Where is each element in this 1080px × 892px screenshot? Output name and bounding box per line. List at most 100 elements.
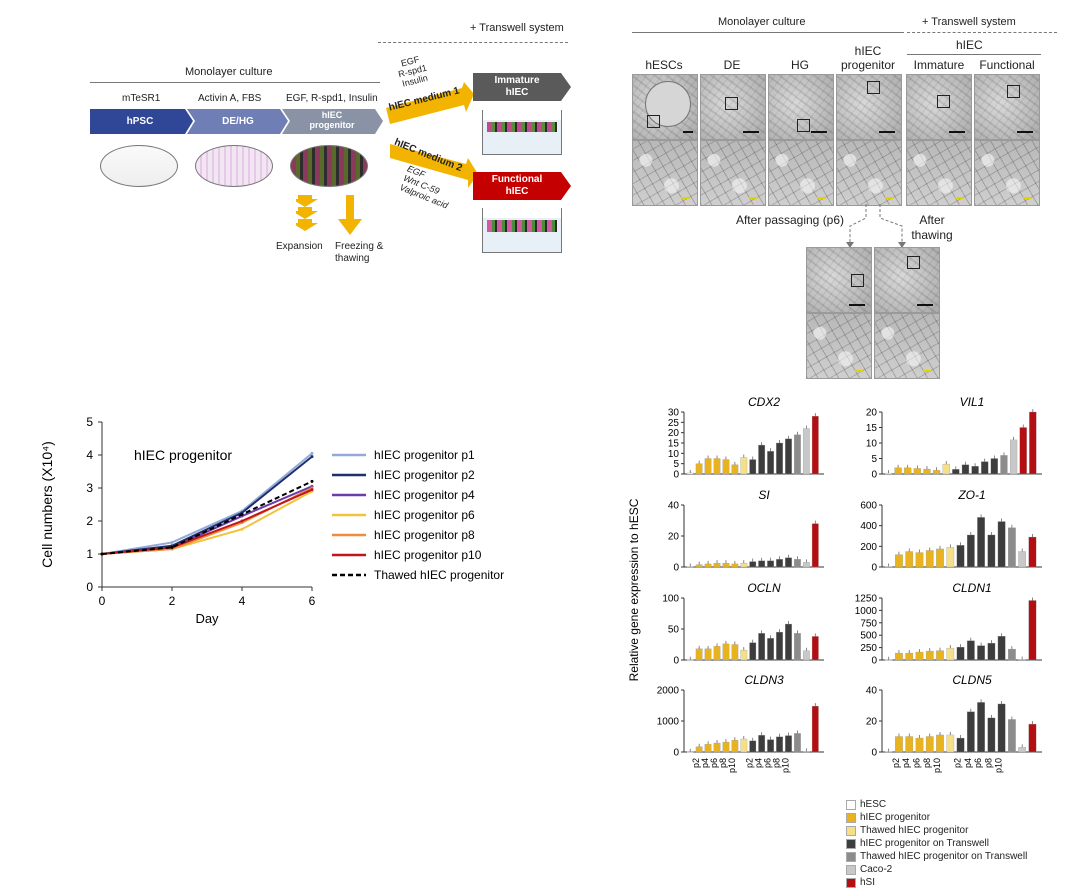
gene-title: CLDN1 [952, 581, 991, 595]
functional-label: Functional hIEC [491, 174, 543, 197]
scale-bar [917, 304, 933, 306]
gene-title: SI [758, 488, 770, 502]
legend-item: hIEC progenitor [846, 811, 1078, 824]
immature-chevron [473, 73, 571, 101]
micrograph-de [700, 74, 766, 140]
expression-bar [794, 733, 801, 753]
expression-bar [966, 711, 975, 753]
legend-item: hIEC progenitor on Transwell [846, 837, 1078, 850]
bar-y-tick-label: 0 [673, 470, 679, 481]
expression-bar [987, 642, 996, 661]
bar-y-tick-label: 40 [668, 501, 680, 512]
expression-bar [977, 645, 985, 661]
expression-bar [767, 451, 774, 475]
legend-label: hIEC progenitor p4 [374, 488, 475, 502]
bar-x-tick-label: p4 [901, 758, 911, 768]
expression-bar [895, 736, 903, 753]
expression-bar [997, 521, 1006, 568]
expression-bar [749, 642, 757, 661]
bar-x-tick-label: p4 [700, 758, 710, 768]
legend-label: hIEC progenitor p6 [374, 508, 475, 522]
expansion-arrows [296, 195, 362, 235]
scale-bar [879, 131, 895, 133]
expression-bar [776, 559, 783, 568]
expression-bar [686, 751, 694, 753]
legend-label: hIEC progenitor p10 [374, 548, 482, 562]
legend-text: hESC [860, 799, 887, 810]
expression-bar [956, 646, 965, 661]
expression-bar [802, 650, 810, 661]
zoom-after-thawing [874, 313, 940, 379]
scale-bar [855, 370, 863, 372]
expression-bar [758, 633, 766, 661]
legend-text: hIEC progenitor on Transwell [860, 838, 989, 849]
expression-bar [713, 742, 721, 753]
bar-x-tick-label: p6 [709, 758, 719, 768]
expression-bar [925, 736, 934, 753]
x-tick-label: 6 [309, 594, 316, 608]
bar-y-tick-label: 400 [860, 521, 877, 532]
bar-x-tick-label: p6 [911, 758, 921, 768]
expression-bar [884, 472, 893, 475]
transwell-label: + Transwell system [470, 22, 564, 34]
expression-bar [925, 550, 934, 568]
expression-bar [704, 648, 712, 661]
zoom-functional [974, 140, 1040, 206]
expression-bar [794, 633, 801, 661]
expression-bar [740, 457, 748, 475]
bar-x-tick-label: p10 [780, 758, 790, 773]
legend-item: Caco-2 [846, 863, 1078, 876]
micrograph-after-thawing [874, 247, 940, 313]
bar-x-tick-label: p10 [932, 758, 942, 773]
series-point [240, 512, 244, 516]
expression-bar [686, 472, 694, 475]
bar-y-tick-label: 15 [668, 439, 680, 450]
expression-bar [961, 464, 970, 475]
gene-title: VIL1 [960, 395, 985, 409]
stage-media-dehg: Activin A, FBS [198, 93, 262, 104]
legend-label: hIEC progenitor p1 [374, 448, 475, 462]
bar-x-tick-label: p2 [691, 758, 701, 768]
col-label-immature: Immature [913, 58, 965, 72]
gene-title: ZO-1 [957, 488, 985, 502]
expression-bar [713, 458, 721, 475]
legend-label: hIEC progenitor p8 [374, 528, 475, 542]
stage-media-progenitor: EGF, R-spd1, Insulin [286, 93, 378, 104]
bar-y-tick-label: 20 [866, 408, 878, 419]
scale-bar [955, 197, 963, 199]
expression-bar [1028, 723, 1037, 753]
bar-x-tick-label: p8 [922, 758, 932, 768]
expression-bar [776, 442, 783, 475]
bar-y-tick-label: 0 [673, 748, 679, 759]
bar-x-tick-label: p2 [891, 758, 901, 768]
expression-bar [966, 534, 975, 568]
expression-bar [913, 468, 921, 475]
micrograph-after-passaging [806, 247, 872, 313]
bar-y-tick-label: 250 [860, 643, 877, 654]
monolayer-line [90, 82, 380, 83]
medium1-arrow [386, 82, 474, 124]
bar-x-tick-label: p6 [763, 758, 773, 768]
bar-y-tick-label: 0 [871, 656, 877, 667]
series-line [101, 452, 313, 555]
expression-bar [785, 623, 792, 661]
bar-y-tick-label: 15 [866, 423, 878, 434]
series-point [100, 552, 104, 556]
series-line [101, 485, 313, 555]
expression-bar [1008, 527, 1016, 568]
expression-bar [785, 438, 792, 475]
legend-swatch [846, 877, 856, 888]
inset-box [647, 115, 660, 128]
bar-y-tick-label: 2000 [657, 686, 680, 697]
expression-bar [749, 561, 757, 568]
stage-name-progenitor: hIEC progenitor [309, 110, 355, 130]
after-passaging-label: After passaging (p6) [735, 213, 845, 227]
expression-bar [1028, 536, 1037, 568]
expression-bar [1018, 551, 1027, 568]
b-transwell-label: + Transwell system [922, 16, 1016, 28]
bar-y-tick-label: 500 [860, 631, 877, 642]
legend-text: Caco-2 [860, 864, 893, 875]
bar-y-tick-label: 0 [673, 656, 679, 667]
expression-bar [915, 737, 924, 753]
stage-arrows [90, 109, 383, 134]
